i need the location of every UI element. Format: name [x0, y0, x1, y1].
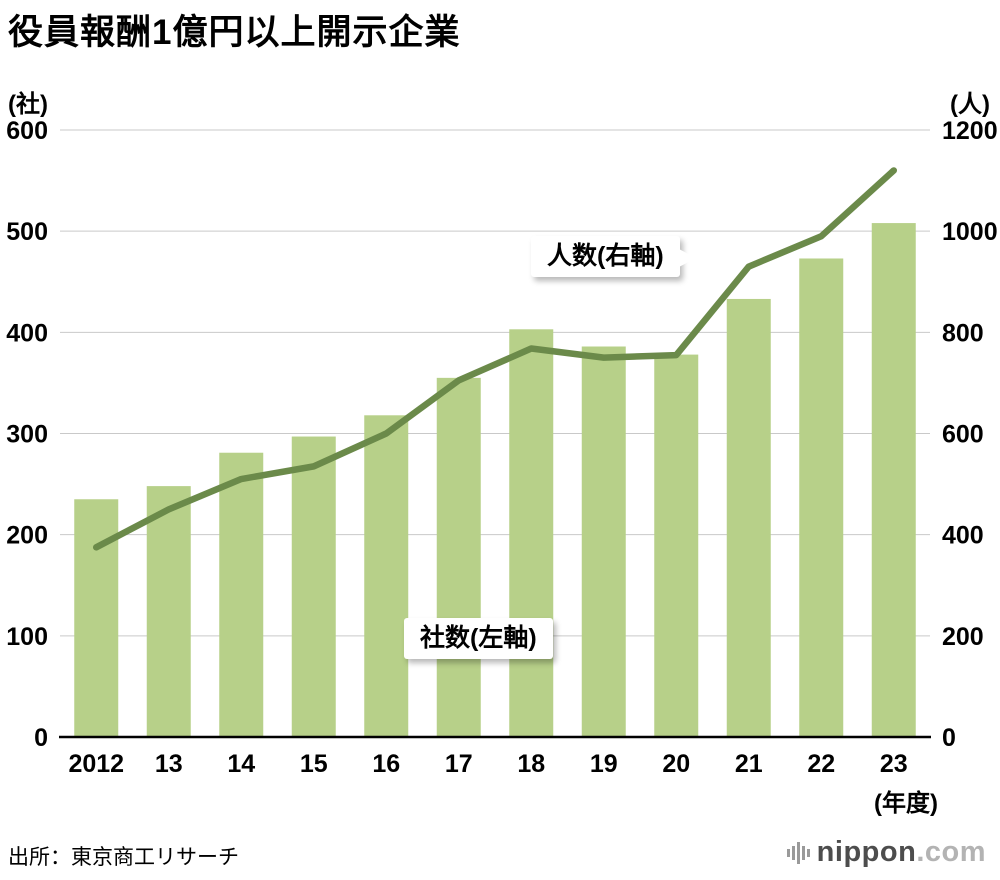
- svg-text:23: 23: [880, 750, 908, 778]
- svg-text:300: 300: [6, 421, 48, 449]
- svg-text:500: 500: [6, 218, 48, 246]
- source-note: 出所：東京商工リサーチ: [8, 846, 239, 869]
- svg-text:400: 400: [6, 319, 48, 347]
- svg-text:14: 14: [227, 750, 255, 778]
- svg-text:17: 17: [445, 750, 473, 778]
- svg-text:21: 21: [735, 750, 763, 778]
- svg-text:2012: 2012: [68, 750, 124, 778]
- svg-text:13: 13: [155, 750, 183, 778]
- svg-text:15: 15: [300, 750, 328, 778]
- svg-text:19: 19: [590, 750, 618, 778]
- svg-text:0: 0: [34, 724, 48, 752]
- svg-text:800: 800: [942, 319, 984, 347]
- logo-brand-text: nippon: [816, 836, 917, 868]
- right-axis-unit-label: (人): [950, 91, 990, 118]
- svg-text:1000: 1000: [942, 218, 998, 246]
- svg-text:600: 600: [6, 117, 48, 145]
- svg-text:600: 600: [942, 421, 984, 449]
- svg-text:1200: 1200: [942, 117, 998, 145]
- svg-text:0: 0: [942, 724, 956, 752]
- bar-series-callout: 社数(左軸): [404, 618, 553, 659]
- svg-text:18: 18: [517, 750, 545, 778]
- svg-text:200: 200: [942, 623, 984, 651]
- svg-text:400: 400: [942, 522, 984, 550]
- svg-text:200: 200: [6, 522, 48, 550]
- chart-title: 役員報酬1億円以上開示企業: [8, 13, 461, 52]
- svg-text:100: 100: [6, 623, 48, 651]
- soundwave-icon: [786, 841, 810, 864]
- combo-bar-line-chart: 0 0 100 200 200 400 300 600 400 800 500 1000 600 1200…: [6, 117, 998, 778]
- svg-text:20: 20: [662, 750, 690, 778]
- left-axis-unit-label: (社): [8, 91, 48, 118]
- logo-domain-text: .com: [916, 836, 986, 868]
- svg-text:16: 16: [372, 750, 400, 778]
- line-series-callout: 人数(右軸): [531, 236, 696, 277]
- nippon-logo: nippon.com: [786, 836, 986, 869]
- x-axis-unit-label: (年度): [874, 790, 938, 817]
- svg-text:22: 22: [807, 750, 835, 778]
